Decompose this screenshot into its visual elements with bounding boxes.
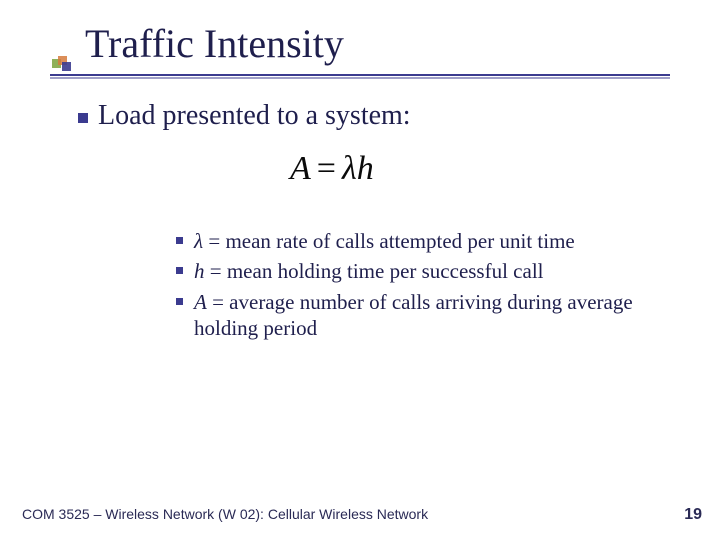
main-bullet-text: Load presented to a system: xyxy=(98,100,411,132)
bullet-square-icon xyxy=(176,298,183,305)
formula: A=λh xyxy=(290,150,374,188)
title-underline-top xyxy=(50,74,670,76)
list-item-text: h = mean holding time per successful cal… xyxy=(194,258,676,284)
formula-eq: = xyxy=(311,150,342,187)
page-number: 19 xyxy=(684,506,702,524)
symbol: A xyxy=(194,290,207,314)
slide-title: Traffic Intensity xyxy=(85,20,344,67)
list-item: A = average number of calls arriving dur… xyxy=(176,289,676,342)
formula-lambda: λ xyxy=(342,150,357,187)
footer-text: COM 3525 – Wireless Network (W 02): Cell… xyxy=(22,506,428,522)
symbol: λ xyxy=(194,229,203,253)
bullet-square-icon xyxy=(176,237,183,244)
bullet-square-icon xyxy=(78,113,88,123)
list-item-text: A = average number of calls arriving dur… xyxy=(194,289,676,342)
title-underline-bottom xyxy=(50,77,670,79)
formula-A: A xyxy=(290,150,311,187)
symbol: h xyxy=(194,259,205,283)
corner-ornament-icon xyxy=(50,55,74,73)
slide: Traffic Intensity Load presented to a sy… xyxy=(0,0,720,540)
formula-h: h xyxy=(357,150,374,187)
list-item-text: λ = mean rate of calls attempted per uni… xyxy=(194,228,676,254)
list-item: h = mean holding time per successful cal… xyxy=(176,258,676,284)
sub-bullet-list: λ = mean rate of calls attempted per uni… xyxy=(176,228,676,345)
bullet-square-icon xyxy=(176,267,183,274)
list-item: λ = mean rate of calls attempted per uni… xyxy=(176,228,676,254)
definition: = mean holding time per successful call xyxy=(205,259,544,283)
definition: = average number of calls arriving durin… xyxy=(194,290,633,340)
definition: = mean rate of calls attempted per unit … xyxy=(203,229,575,253)
